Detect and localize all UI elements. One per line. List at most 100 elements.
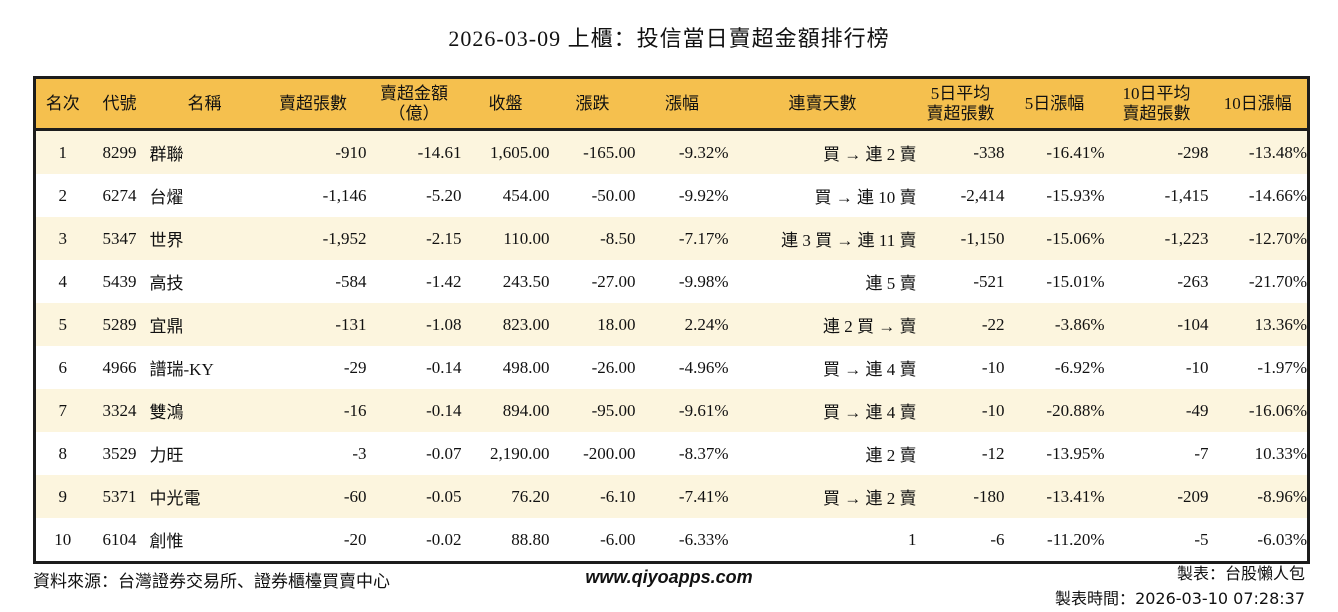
cell-avg5-shares: -338 — [973, 142, 1005, 162]
cell-sell-amount: -0.14 — [426, 400, 462, 420]
cell-chg5-pct: -13.41% — [1046, 486, 1105, 506]
cell-avg5-shares: -2,414 — [960, 185, 1005, 205]
cell-avg10-shares: -5 — [1194, 529, 1209, 549]
cell-avg5-shares: -22 — [981, 314, 1005, 334]
cell-chg10-pct: -13.48% — [1248, 142, 1307, 162]
cell-change-pct: 2.24% — [684, 314, 729, 334]
cell-close: 2,190.00 — [490, 443, 550, 463]
cell-change-pct: -9.61% — [678, 400, 729, 420]
cell-rank: 9 — [58, 486, 68, 506]
cell-change: -6.00 — [600, 529, 636, 549]
cell-close: 894.00 — [502, 400, 550, 420]
cell-avg10-shares: -298 — [1177, 142, 1209, 162]
table-row: 1 8299 群聯 -910 -14.61 1,605.00 -165.00 -9.32% 買 … — [34, 129, 1309, 174]
cell-rank: 8 — [58, 443, 68, 463]
cell-sell-shares: -16 — [343, 400, 367, 420]
cell-consec-days: 連 3 買 → 連 11 賣 — [781, 231, 917, 250]
header-cell-close: 收盤 — [461, 77, 550, 131]
cell-chg10-pct: -1.97% — [1257, 357, 1307, 377]
cell-chg5-pct: -20.88% — [1046, 400, 1105, 420]
cell-name: 力旺 — [149, 446, 184, 465]
cell-chg5-pct: -6.92% — [1054, 357, 1105, 377]
cell-name: 宜鼎 — [149, 317, 184, 336]
table-row: 9 5371 中光電 -60 -0.05 76.20 -6.10 -7.41% 買 → 連 2 … — [34, 475, 1309, 518]
cell-consec-days: 買 → 連 10 賣 — [814, 188, 917, 207]
cell-change: -6.10 — [600, 486, 636, 506]
cell-consec-days: 1 — [908, 529, 917, 549]
cell-chg5-pct: -11.20% — [1047, 529, 1105, 549]
cell-chg5-pct: -15.06% — [1046, 228, 1105, 248]
header-cell-chg10-pct: 10日漲幅 — [1208, 77, 1309, 131]
cell-chg10-pct: 13.36% — [1254, 314, 1307, 334]
cell-name: 雙鴻 — [149, 403, 184, 422]
table-row: 8 3529 力旺 -3 -0.07 2,190.00 -200.00 -8.37% 連 2 賣… — [34, 432, 1309, 475]
cell-rank: 6 — [58, 357, 68, 377]
cell-close: 454.00 — [502, 185, 550, 205]
cell-rank: 4 — [58, 271, 68, 291]
cell-sell-shares: -1,952 — [322, 228, 367, 248]
header-cell-avg10-shares: 10日平均 賣超張數 — [1104, 77, 1209, 131]
table-row: 7 3324 雙鴻 -16 -0.14 894.00 -95.00 -9.61% 買 → 連 4… — [34, 389, 1309, 432]
cell-change: -27.00 — [591, 271, 636, 291]
cell-chg5-pct: -16.41% — [1046, 142, 1105, 162]
cell-sell-amount: -5.20 — [426, 185, 462, 205]
cell-change: -165.00 — [583, 142, 636, 162]
table-row: 3 5347 世界 -1,952 -2.15 110.00 -8.50 -7.17% 連 3 買… — [34, 217, 1309, 260]
cell-code: 5347 — [102, 228, 137, 248]
header-cell-consec-days: 連賣天數 — [728, 77, 917, 131]
header-cell-sell-amount: 賣超金額 （億） — [366, 77, 462, 131]
cell-close: 76.20 — [511, 486, 550, 506]
cell-code: 3324 — [102, 400, 137, 420]
cell-chg10-pct: -12.70% — [1248, 228, 1307, 248]
header-row: 名次 代號 名稱 賣超張數 賣超金額 （億） 收盤 漲跌 漲幅 連賣天數 5日平均 賣超張數 5日漲… — [34, 77, 1309, 131]
cell-name: 世界 — [149, 231, 184, 250]
cell-sell-shares: -3 — [352, 443, 367, 463]
cell-change-pct: -9.32% — [678, 142, 729, 162]
cell-close: 243.50 — [502, 271, 550, 291]
footer-source: 資料來源：台灣證券交易所、證券櫃檯買賣中心 — [33, 572, 390, 591]
cell-rank: 10 — [54, 529, 72, 549]
cell-avg5-shares: -10 — [981, 400, 1005, 420]
cell-consec-days: 買 → 連 2 賣 — [823, 489, 917, 508]
cell-sell-shares: -910 — [335, 142, 367, 162]
cell-code: 8299 — [102, 142, 137, 162]
cell-sell-amount: -0.07 — [426, 443, 462, 463]
cell-chg10-pct: -16.06% — [1248, 400, 1307, 420]
cell-avg5-shares: -1,150 — [960, 228, 1005, 248]
cell-change: -26.00 — [591, 357, 636, 377]
table-row: 10 6104 創惟 -20 -0.02 88.80 -6.00 -6.33% 1 -6 -11.2… — [34, 518, 1309, 563]
footer-timestamp: 製表時間：2026-03-10 07:28:37 — [1055, 585, 1305, 609]
cell-rank: 2 — [58, 185, 68, 205]
table-row: 2 6274 台燿 -1,146 -5.20 454.00 -50.00 -9.92% 買 → … — [34, 174, 1309, 217]
cell-chg5-pct: -15.01% — [1046, 271, 1105, 291]
cell-close: 1,605.00 — [490, 142, 550, 162]
cell-sell-amount: -1.42 — [426, 271, 462, 291]
footer-maker: 製表：台股懶人包 — [1176, 566, 1305, 583]
table-body: 1 8299 群聯 -910 -14.61 1,605.00 -165.00 -9.32% 買 … — [34, 129, 1309, 563]
cell-code: 6274 — [102, 185, 137, 205]
cell-sell-amount: -1.08 — [426, 314, 462, 334]
table-row: 5 5289 宜鼎 -131 -1.08 823.00 18.00 2.24% 連 2 買 → … — [34, 303, 1309, 346]
header-cell-rank: 名次 — [34, 77, 90, 131]
cell-chg10-pct: -14.66% — [1248, 185, 1307, 205]
cell-rank: 7 — [58, 400, 68, 420]
cell-chg5-pct: -13.95% — [1046, 443, 1105, 463]
cell-close: 110.00 — [503, 228, 550, 248]
cell-code: 5289 — [102, 314, 137, 334]
ranking-table: 名次 代號 名稱 賣超張數 賣超金額 （億） 收盤 漲跌 漲幅 連賣天數 5日平均 賣超張數 5日漲… — [33, 76, 1310, 564]
cell-sell-amount: -0.14 — [426, 357, 462, 377]
cell-avg5-shares: -6 — [990, 529, 1005, 549]
header-cell-change: 漲跌 — [549, 77, 636, 131]
cell-avg5-shares: -521 — [973, 271, 1005, 291]
cell-sell-amount: -0.05 — [426, 486, 462, 506]
cell-change: 18.00 — [597, 314, 636, 334]
footer-website: www.qiyoapps.com — [585, 567, 753, 587]
cell-sell-shares: -20 — [343, 529, 367, 549]
cell-name: 台燿 — [149, 188, 184, 207]
cell-name: 中光電 — [149, 489, 201, 508]
cell-chg5-pct: -15.93% — [1046, 185, 1105, 205]
cell-consec-days: 買 → 連 4 賣 — [823, 403, 917, 422]
cell-rank: 1 — [58, 142, 68, 162]
timestamp-label: 製表時間： — [1055, 591, 1136, 608]
